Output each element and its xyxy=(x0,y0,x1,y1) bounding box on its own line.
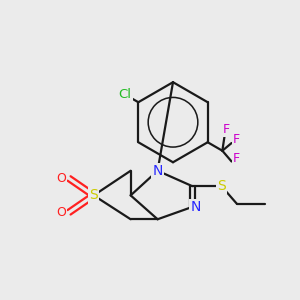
Text: N: N xyxy=(152,164,163,178)
Text: F: F xyxy=(232,134,240,146)
Text: Cl: Cl xyxy=(118,88,131,101)
Text: O: O xyxy=(56,206,66,219)
Text: S: S xyxy=(217,179,226,193)
Text: N: N xyxy=(190,200,200,214)
Text: S: S xyxy=(89,188,98,203)
Text: F: F xyxy=(223,123,230,136)
Text: F: F xyxy=(232,152,240,165)
Text: O: O xyxy=(56,172,66,185)
